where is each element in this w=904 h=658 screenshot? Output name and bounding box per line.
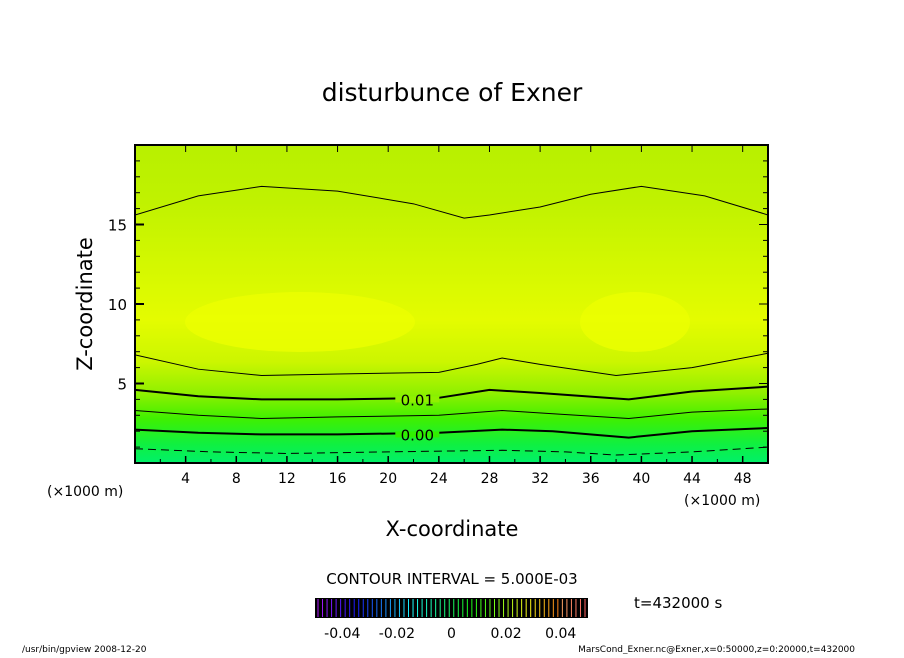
max-region [580, 292, 690, 352]
x-tick-label: 16 [329, 471, 347, 487]
colorbar-tick-label: 0 [447, 626, 456, 642]
time-label: t=432000 s [634, 594, 722, 612]
colorbar-tick-label: -0.02 [379, 626, 415, 642]
y-tick-label: 10 [108, 296, 127, 314]
footer-right: MarsCond_Exner.nc@Exner,x=0:50000,z=0:20… [578, 645, 855, 654]
contour-line-5 [135, 446, 768, 456]
x-tick-label: 32 [531, 471, 549, 487]
contour-label-gap [395, 396, 440, 403]
colorbar-tick-label: -0.04 [324, 626, 360, 642]
x-unit-right: (×1000 m) [684, 493, 760, 509]
x-tick-label: 48 [734, 471, 752, 487]
x-tick-label: 4 [181, 471, 190, 487]
x-tick-label: 28 [481, 471, 499, 487]
max-region [185, 292, 415, 352]
x-tick-label: 36 [582, 471, 600, 487]
contour-line-4 [135, 427, 768, 439]
contour-label: 0.00 [401, 426, 434, 444]
contour-label: 0.01 [401, 391, 434, 409]
x-axis-label: X-coordinate [386, 517, 519, 541]
y-tick-label: 15 [108, 217, 127, 235]
y-tick-label: 5 [117, 376, 127, 394]
plot-frame [134, 144, 769, 464]
x-tick-label: 20 [379, 471, 397, 487]
contour-interval: CONTOUR INTERVAL = 5.000E-03 [326, 570, 577, 588]
contour-label-gap [395, 431, 440, 438]
x-tick-label: 44 [683, 471, 701, 487]
colorbar-tick-label: 0.04 [545, 626, 576, 642]
y-axis-label: Z-coordinate [73, 237, 97, 371]
x-tick-label: 24 [430, 471, 448, 487]
x-tick-label: 12 [278, 471, 296, 487]
colorbar [315, 598, 588, 618]
footer-left: /usr/bin/gpview 2008-12-20 [22, 645, 147, 654]
chart-title: disturbunce of Exner [322, 78, 583, 107]
contour-line-0 [135, 185, 768, 219]
contour-line-1 [135, 352, 768, 377]
colorbar-tick-label: 0.02 [491, 626, 522, 642]
contour-line-2 [135, 385, 768, 401]
x-tick-label: 8 [232, 471, 241, 487]
x-tick-label: 40 [632, 471, 650, 487]
contour-line-3 [135, 408, 768, 419]
x-unit-left: (×1000 m) [47, 484, 123, 500]
